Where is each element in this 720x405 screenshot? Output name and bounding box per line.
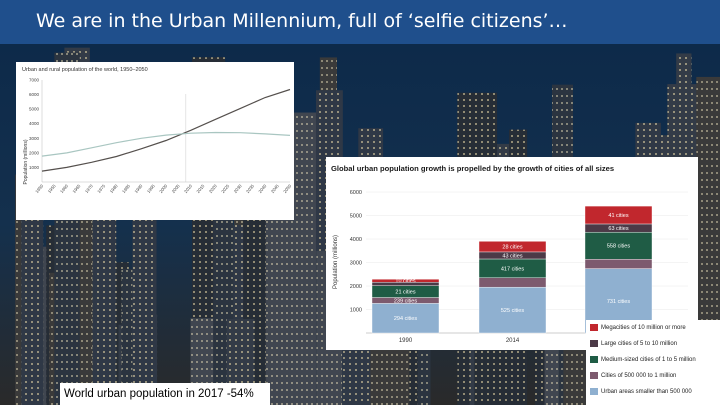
slide-title: We are in the Urban Millennium, full of … (36, 10, 568, 32)
legend-label: Medium-sized cities of 1 to 5 million (601, 357, 696, 364)
city-size-bar-chart: Global urban population growth is propel… (326, 157, 698, 350)
y-tick-label: 5000 (29, 107, 40, 112)
x-tick-label: 1975 (96, 183, 106, 194)
bar-data-label: 417 cities (501, 266, 524, 272)
bar-data-label: 43 cities (502, 253, 522, 259)
y-tick-label: 4000 (29, 121, 40, 126)
x-tick-label: 2025 (220, 183, 230, 194)
x-tick-label: 2015 (195, 183, 205, 194)
bar-data-label: 731 cities (607, 299, 630, 305)
bar-segment (371, 278, 440, 283)
y-tick-label: 7000 (29, 78, 40, 83)
caption: World urban population in 2017 -54% (60, 383, 270, 405)
urban-rural-line-chart: Urban and rural population of the world,… (16, 62, 294, 220)
legend-label: Cities of 500 000 to 1 million (601, 373, 677, 380)
x-tick-label: 2045 (270, 183, 280, 194)
x-tick-label: 1955 (47, 183, 57, 194)
bar-data-label: 558 cities (607, 244, 630, 250)
bar-data-label: 21 cities (395, 290, 415, 296)
x-tick-label: 2014 (506, 338, 520, 344)
y-tick-label: 2000 (29, 150, 40, 155)
x-tick-label: 1950 (34, 183, 44, 194)
x-tick-label: 2005 (171, 183, 181, 194)
legend-swatch (590, 388, 598, 395)
x-tick-label: 2030 (233, 183, 243, 194)
y-tick-label: 4000 (350, 237, 362, 243)
x-tick-label: 2035 (245, 183, 255, 194)
x-tick-label: 1990 (133, 183, 143, 194)
legend-item: Megacities of 10 million or more (590, 324, 686, 334)
bar-segment (478, 277, 547, 288)
y-tick-label: 1000 (350, 308, 362, 314)
title-bar: We are in the Urban Millennium, full of … (0, 0, 720, 44)
building-windows (265, 194, 282, 405)
y-tick-label: 1000 (29, 165, 40, 170)
legend-label: Urban areas smaller than 500 000 (601, 389, 692, 396)
x-tick-label: 2010 (183, 183, 193, 194)
x-tick-label: 1990 (399, 338, 413, 344)
bar-chart-ylabel: Population (millions) (333, 235, 339, 289)
bar-data-label: 239 cities (394, 298, 417, 304)
bar-chart-legend: Megacities of 10 million or more Large c… (586, 320, 720, 405)
y-tick-label: 3000 (29, 136, 40, 141)
legend-swatch (590, 340, 598, 347)
bar-segment (584, 205, 653, 225)
x-tick-label: 1980 (109, 183, 119, 194)
legend-swatch (590, 372, 598, 379)
legend-label: Large cities of 5 to 10 million (601, 341, 678, 348)
rural-population-line (41, 131, 291, 157)
bar-segment (371, 303, 440, 334)
bar-data-label: 41 cities (608, 213, 628, 219)
bar-data-label: 10 cities (395, 279, 415, 285)
y-tick-label: 6000 (29, 92, 40, 97)
bar-data-label: 63 cities (608, 226, 628, 232)
x-tick-label: 1985 (121, 183, 131, 194)
legend-swatch (590, 356, 598, 363)
y-tick-label: 2000 (350, 284, 362, 290)
legend-item: Urban areas smaller than 500 000 (590, 388, 692, 398)
x-tick-label: 2050 (282, 183, 292, 194)
legend-swatch (590, 324, 598, 331)
line-chart-ylabel: Population (millions) (23, 139, 29, 184)
x-tick-label: 1995 (146, 183, 156, 194)
y-tick-label: 5000 (350, 214, 362, 220)
y-tick-label: 6000 (350, 190, 362, 196)
x-tick-label: 1965 (71, 183, 81, 194)
legend-item: Large cities of 5 to 10 million (590, 340, 677, 350)
x-tick-label: 2020 (208, 183, 218, 194)
bar-segment (584, 231, 653, 260)
legend-label: Megacities of 10 million or more (601, 325, 686, 332)
urban-population-line (41, 88, 291, 172)
bar-data-label: 525 cities (501, 308, 524, 314)
legend-item: Medium-sized cities of 1 to 5 million (590, 356, 696, 366)
bar-data-label: 294 cities (394, 316, 417, 322)
bar-data-label: 28 cities (502, 245, 522, 251)
bar-segment (584, 259, 653, 269)
x-tick-label: 1960 (59, 183, 69, 194)
x-tick-label: 1970 (84, 183, 94, 194)
bar-segment (478, 241, 547, 253)
x-tick-label: 2040 (257, 183, 267, 194)
legend-item: Cities of 500 000 to 1 million (590, 372, 676, 382)
line-chart-title: Urban and rural population of the world,… (22, 67, 148, 73)
x-tick-label: 2000 (158, 183, 168, 194)
y-tick-label: 3000 (350, 261, 362, 267)
bar-chart-title: Global urban population growth is propel… (331, 164, 614, 173)
